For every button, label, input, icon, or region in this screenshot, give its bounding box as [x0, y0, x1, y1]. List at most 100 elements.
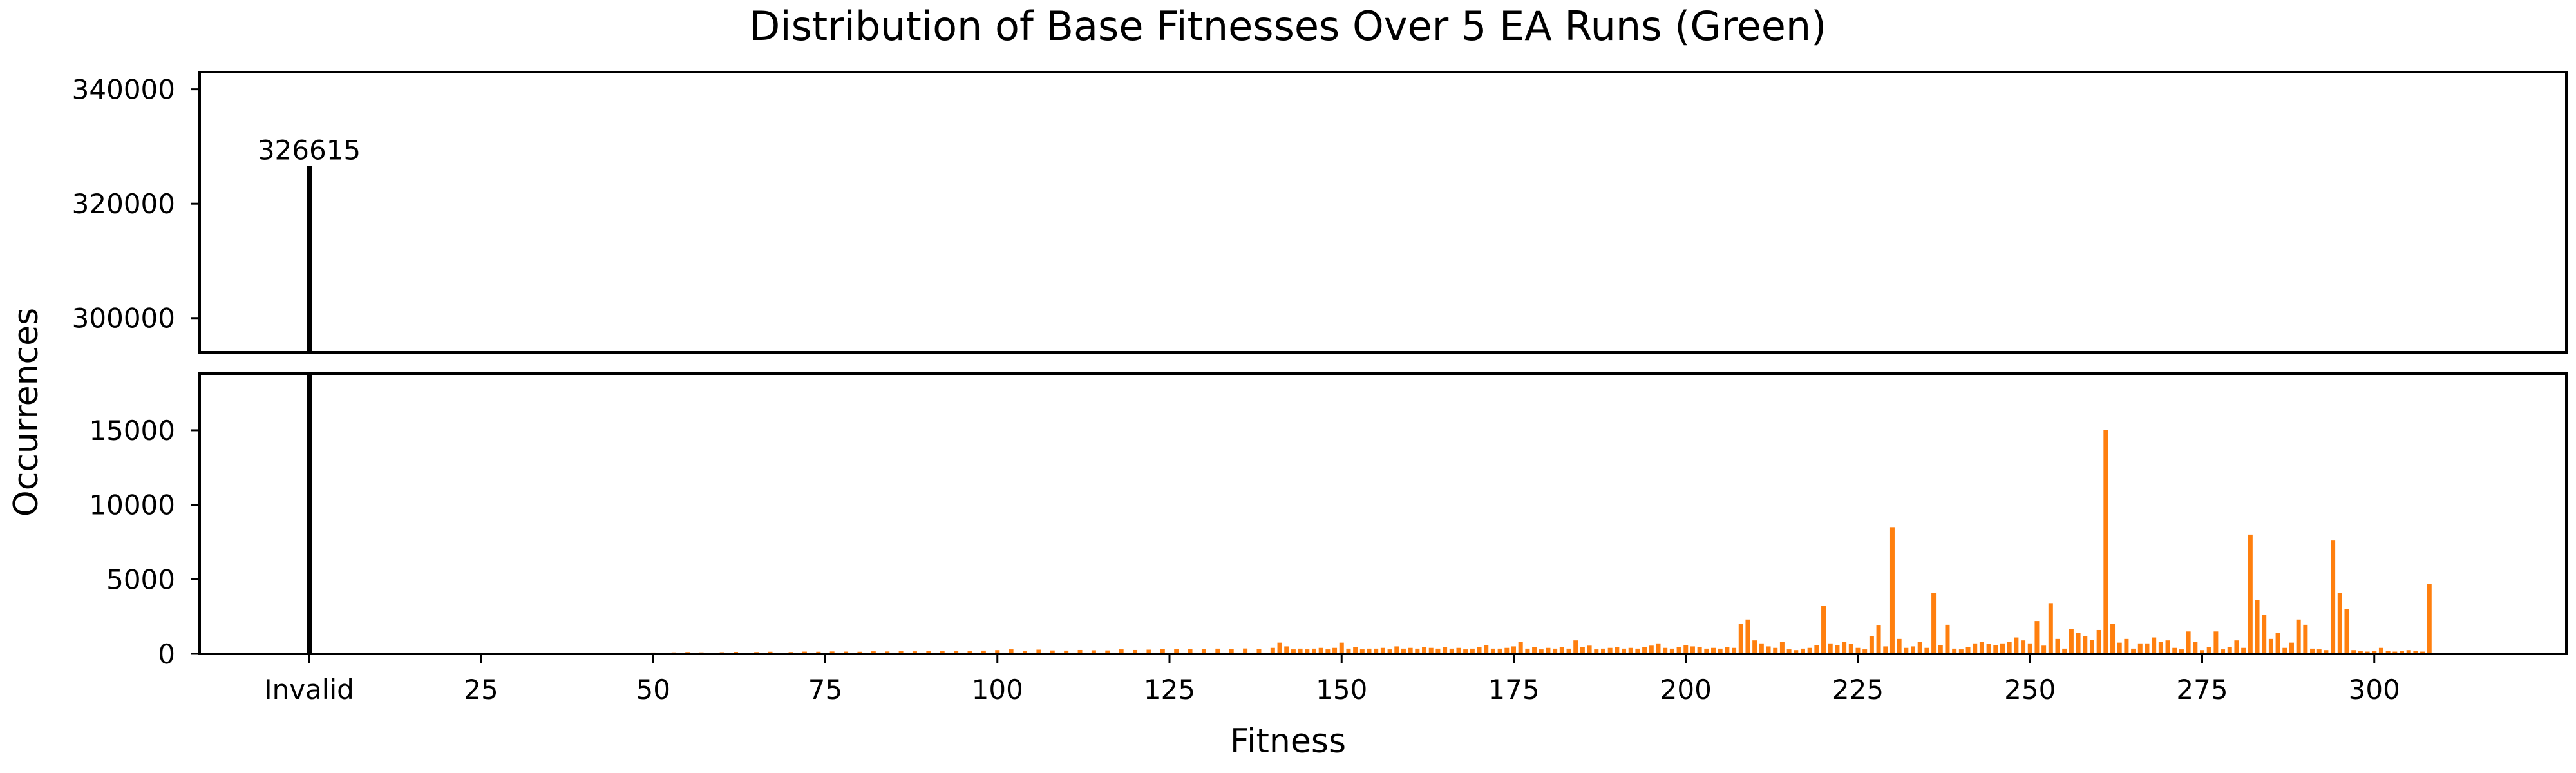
- fitness-bar: [2007, 642, 2012, 654]
- fitness-bar: [2117, 642, 2122, 654]
- fitness-bar: [1415, 648, 1420, 654]
- fitness-bar: [2344, 609, 2349, 654]
- fitness-bar: [1704, 648, 1709, 654]
- fitness-bar: [1821, 606, 1826, 654]
- fitness-bar: [1119, 649, 1124, 654]
- fitness-bar: [1291, 649, 1296, 654]
- fitness-bar: [1615, 647, 1620, 654]
- fitness-bar: [1443, 647, 1448, 654]
- invalid-count-annotation: 326615: [258, 134, 361, 166]
- fitness-bar: [1828, 643, 1833, 654]
- fitness-bar: [1642, 647, 1647, 654]
- fitness-bar: [1050, 650, 1055, 654]
- fitness-bar: [1779, 642, 1785, 654]
- x-tick-label: 275: [2176, 674, 2228, 705]
- fitness-bar: [2289, 642, 2294, 654]
- fitness-bar: [1732, 647, 1737, 654]
- fitness-bar: [1924, 647, 1929, 654]
- fitness-bar: [1814, 645, 1819, 654]
- x-tick-label: Invalid: [264, 674, 354, 705]
- fitness-bar: [2096, 629, 2101, 654]
- fitness-bar: [1318, 647, 1323, 654]
- fitness-bar: [954, 651, 959, 654]
- fitness-bar: [1600, 648, 1605, 654]
- fitness-bar: [2206, 647, 2211, 654]
- fitness-bar: [1697, 647, 1702, 654]
- fitness-bar: [1663, 647, 1668, 654]
- fitness-bar: [1036, 649, 1041, 654]
- fitness-bar: [898, 651, 904, 654]
- fitness-bar: [1256, 649, 1262, 654]
- fitness-bar: [1546, 647, 1551, 654]
- fitness-bar: [1848, 644, 1853, 654]
- x-tick-label: 250: [2004, 674, 2056, 705]
- fitness-bar: [1738, 624, 1743, 654]
- fitness-bar: [1374, 648, 1379, 654]
- x-tick-label: 200: [1660, 674, 1712, 705]
- fitness-bar: [2331, 540, 2336, 654]
- fitness-bar: [2296, 619, 2301, 654]
- fitness-bar: [1986, 644, 1991, 654]
- fitness-bar: [2337, 593, 2342, 654]
- fitness-bar: [1794, 650, 1799, 654]
- fitness-bar: [1952, 648, 1957, 654]
- fitness-bar: [1518, 642, 1523, 654]
- fitness-bar: [2186, 631, 2191, 654]
- fitness-bar: [1945, 624, 1950, 654]
- fitness-bar: [2000, 643, 2005, 654]
- fitness-bar: [1490, 648, 1495, 654]
- fitness-bar: [2378, 647, 2383, 654]
- fitness-bar: [2089, 640, 2094, 654]
- fitness-bar: [2351, 650, 2356, 654]
- fitness-bar: [2172, 647, 2177, 654]
- fitness-bar: [2069, 629, 2074, 654]
- fitness-bar: [1243, 648, 1248, 654]
- y-tick-label: 10000: [89, 490, 175, 521]
- upper-panel-bars: [307, 166, 312, 352]
- fitness-bar: [1904, 647, 1909, 654]
- lower-panel-y-ticks: 0 5000 10000 15000: [89, 415, 200, 670]
- fitness-bar: [1862, 649, 1868, 654]
- fitness-bar: [1573, 640, 1578, 654]
- fitness-bar: [2055, 638, 2060, 654]
- fitness-bar: [1270, 647, 1275, 654]
- fitness-bar: [1773, 647, 1778, 654]
- fitness-bar: [1566, 648, 1571, 654]
- fitness-bar: [2062, 648, 2067, 654]
- x-tick-label: 25: [464, 674, 498, 705]
- fitness-bar: [1367, 648, 1372, 654]
- fitness-bar: [1669, 648, 1674, 654]
- y-tick-label: 5000: [106, 564, 175, 595]
- fitness-bar: [2034, 621, 2040, 654]
- fitness-bar: [2145, 643, 2150, 654]
- fitness-bar: [1594, 649, 1599, 654]
- fitness-bar: [1973, 643, 1978, 654]
- fitness-bar: [1607, 647, 1613, 654]
- y-axis-label: Occurrences: [7, 308, 46, 517]
- fitness-bar: [1428, 647, 1434, 654]
- fitness-bar: [1869, 636, 1874, 654]
- fitness-bar: [1311, 648, 1316, 654]
- fitness-bar: [2385, 651, 2391, 654]
- fitness-bar: [2076, 633, 2081, 654]
- fitness-bar: [1725, 647, 1730, 654]
- x-tick-label: 75: [808, 674, 842, 705]
- lower-panel-frame: [198, 372, 2568, 655]
- fitness-bar: [2165, 640, 2170, 654]
- fitness-bar: [2358, 651, 2363, 654]
- fitness-bar: [2282, 647, 2287, 654]
- y-tick-label: 300000: [72, 303, 175, 334]
- fitness-bar: [1387, 649, 1392, 654]
- fitness-bar: [2372, 651, 2377, 654]
- x-tick-label: 50: [636, 674, 670, 705]
- fitness-bar: [1477, 647, 1482, 654]
- fitness-bar: [1160, 649, 1165, 654]
- fitness-bar: [2193, 642, 2198, 654]
- fitness-bar: [1807, 647, 1812, 654]
- fitness-bar: [1676, 647, 1681, 654]
- fitness-bar: [1401, 648, 1406, 654]
- fitness-bar: [1759, 643, 1764, 654]
- fitness-bar: [1359, 649, 1365, 654]
- fitness-bar: [1339, 642, 1344, 654]
